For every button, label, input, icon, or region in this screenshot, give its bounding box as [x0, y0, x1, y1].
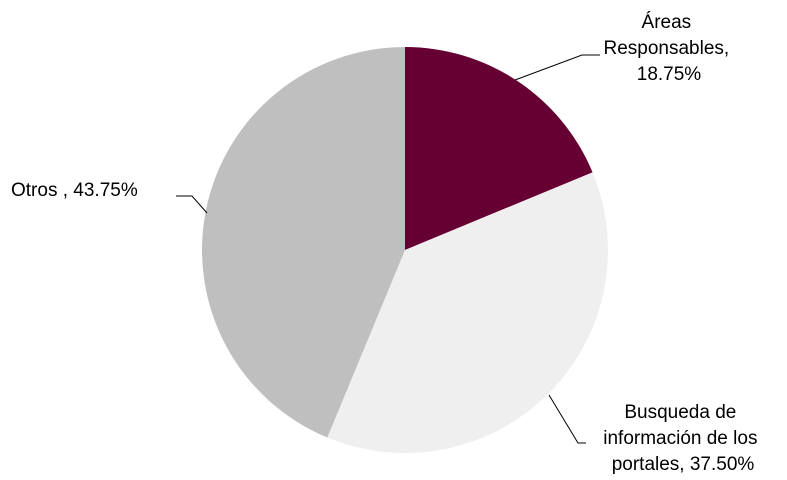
slice-label-areas-line-1: Áreas — [642, 12, 692, 33]
pie-slices — [201, 46, 609, 454]
leader-line-busqueda — [548, 394, 586, 444]
slice-label-busqueda-line-3: portales, 37.50% — [612, 454, 755, 475]
slice-label-areas-line-3: 18.75% — [637, 64, 702, 85]
slice-label-busqueda-line-2: información de los — [603, 428, 757, 449]
pie-slice-busqueda-de-informacion-de-los-portales — [327, 172, 609, 454]
slice-label-otros-line-1: Otros , 43.75% — [11, 180, 138, 201]
slice-label-otros: Otros , 43.75% — [11, 180, 138, 201]
slice-label-busqueda: Busqueda de información de los portales,… — [603, 402, 762, 475]
slice-label-areas-line-2: Responsables, — [604, 38, 730, 59]
slice-label-areas-responsables: Áreas Responsables, 18.75% — [604, 12, 735, 85]
slice-label-busqueda-line-1: Busqueda de — [624, 402, 736, 423]
pie-slice-areas-responsables — [405, 46, 593, 250]
leader-line-otros — [176, 195, 208, 214]
pie-slice-otros — [201, 47, 405, 438]
leader-lines — [176, 54, 600, 444]
leader-line-areas — [514, 54, 600, 81]
